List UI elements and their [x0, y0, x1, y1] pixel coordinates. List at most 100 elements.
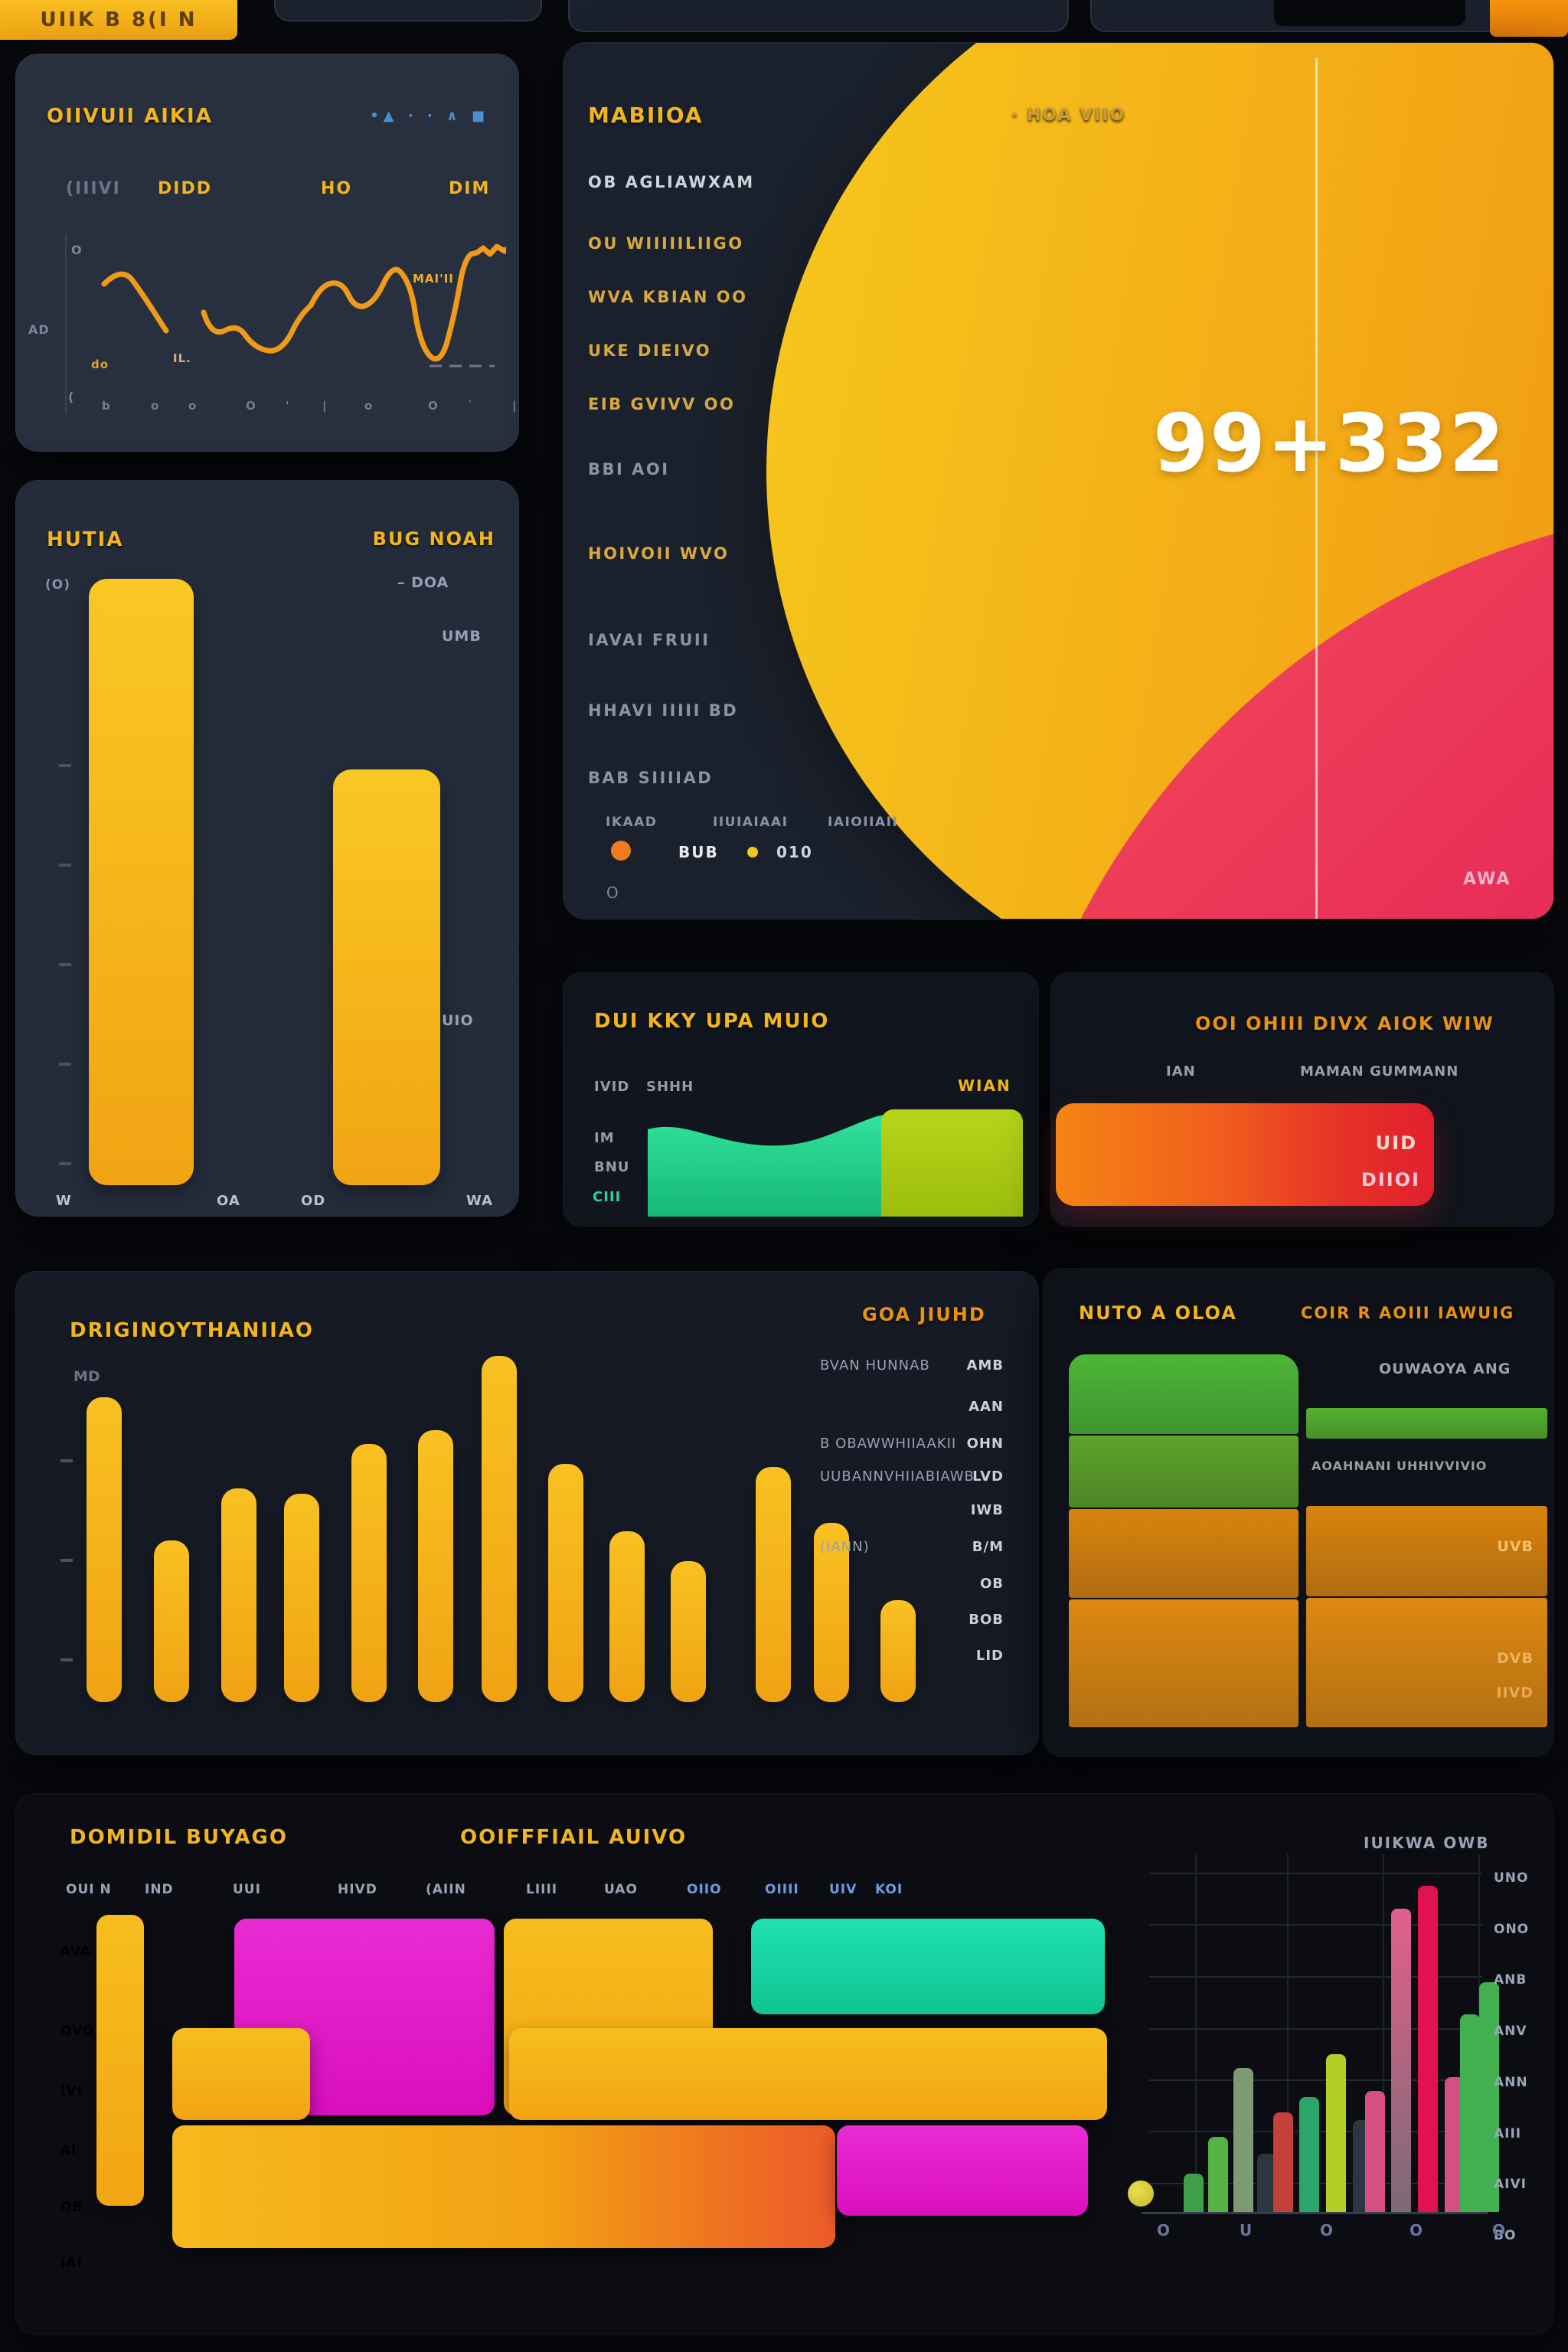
mini-bar[interactable] [1208, 2137, 1228, 2212]
x-axis-label: OA [217, 1193, 240, 1209]
legend-dot-primary[interactable] [611, 841, 631, 861]
pie-list-item[interactable]: HHAVI IIIII BD [588, 701, 739, 720]
filter-chip[interactable]: DIDD [158, 179, 212, 198]
gantt-bar[interactable] [172, 2125, 835, 2248]
bar[interactable] [154, 1540, 189, 1702]
notification-chip[interactable] [1490, 0, 1568, 37]
panel-title: OIIVUII AIKIA [47, 105, 213, 128]
panel-horizontal-bar: OOI OHIII DIVX AIOK WIW UID DIIOI IAN MAM… [1050, 972, 1554, 1227]
x-axis-label: IND [145, 1882, 174, 1897]
list-row-value: LVD [972, 1468, 1004, 1485]
mini-y-label: ONO [1494, 1922, 1530, 1937]
mini-x-mark: O [1320, 2221, 1334, 2239]
mini-grid-line [1287, 1854, 1289, 2212]
mini-bar[interactable] [1184, 2174, 1204, 2212]
mini-grid-line [1149, 2028, 1482, 2030]
mini-grid-line [1383, 1854, 1384, 2212]
mini-bar[interactable] [1460, 2014, 1480, 2212]
pie-list-item[interactable]: EIB GVIVV OO [588, 395, 736, 413]
x-tick-glyph: ' [286, 399, 289, 413]
gantt-bar[interactable] [96, 1915, 144, 2206]
pie-list-item[interactable]: OB AGLIAWXAM [588, 173, 755, 191]
bar[interactable] [284, 1494, 319, 1702]
bar[interactable] [89, 579, 194, 1185]
x-axis-label: KOI [875, 1882, 903, 1897]
y-axis-label: IAI [60, 2256, 83, 2271]
tab-ghost-1[interactable] [274, 0, 542, 21]
list-row-value: OHN [966, 1436, 1004, 1452]
mini-yellow-dot[interactable] [1128, 2180, 1154, 2207]
mini-bar[interactable] [1299, 2097, 1319, 2212]
panel-bar-chart-list: DRIGINOYTHANIIAO MD GOA JIUHD BVAN HUNNA… [15, 1271, 1039, 1755]
pie-list-item[interactable]: OU WIIIIILIIGO [588, 234, 744, 253]
stack-segment[interactable] [1306, 1598, 1547, 1727]
gantt-bar[interactable] [509, 2028, 1107, 2120]
x-axis-label: OD [301, 1193, 326, 1209]
mini-bar[interactable] [1273, 2112, 1293, 2212]
panel-subtitle[interactable]: BUG NOAH [372, 528, 495, 550]
sparkline-glyphs-icon[interactable]: •▲ ∙ ∙ ∧ ■ [370, 108, 489, 124]
filter-chip[interactable]: HO [321, 179, 353, 198]
tab-ghost-2[interactable] [568, 0, 1069, 32]
pie-list-item[interactable]: UKE DIEIVO [588, 341, 712, 360]
corner-mark: O [606, 884, 619, 902]
stack-segment[interactable] [1306, 1408, 1547, 1439]
gantt-bar[interactable] [837, 2125, 1088, 2216]
pie-watermark: AWA [1463, 870, 1511, 889]
bar[interactable] [756, 1467, 791, 1702]
mini-grid-line [1149, 1873, 1482, 1874]
list-row-label: UUBANNVHIIABIAWB [820, 1468, 975, 1485]
legend-label-primary[interactable]: BUB [678, 843, 719, 861]
mini-bar[interactable] [1418, 1886, 1438, 2212]
legend-dot-secondary[interactable] [747, 847, 758, 858]
gantt-bar[interactable] [751, 1919, 1105, 2014]
mini-grid-line [1149, 1976, 1482, 1978]
pie-list-item[interactable]: BAB SIIIIAD [588, 769, 714, 787]
chart-annotation: IL. [173, 351, 191, 365]
bar[interactable] [880, 1600, 916, 1702]
mini-bar[interactable] [1365, 2091, 1385, 2212]
bar[interactable] [609, 1531, 645, 1702]
hbar[interactable]: UID DIIOI [1056, 1103, 1434, 1206]
bar[interactable] [548, 1464, 583, 1702]
bar[interactable] [482, 1356, 517, 1702]
legend-label-secondary[interactable]: 010 [776, 843, 813, 861]
filter-chip[interactable]: DIM [449, 179, 491, 198]
pie-list-item[interactable]: IAVAI FRUII [588, 631, 710, 649]
bar[interactable] [671, 1561, 706, 1702]
gantt-bar[interactable] [172, 2028, 310, 2120]
stack-segment-label: IIVD [1496, 1684, 1534, 1701]
bar[interactable] [87, 1397, 122, 1702]
x-tick-glyph: o [151, 399, 159, 413]
panel-title-right: COIR R AOIII IAWUIG [1301, 1304, 1515, 1322]
mini-bar[interactable] [1326, 2054, 1346, 2212]
mini-bar[interactable] [1233, 2068, 1253, 2212]
panel-right-title[interactable]: · HOA VIIO [1011, 106, 1126, 125]
pie-list-item[interactable]: HOIVOII WVO [588, 544, 730, 563]
mini-bar[interactable] [1391, 1909, 1411, 2212]
mini-bar[interactable] [1479, 1982, 1499, 2212]
bar[interactable] [351, 1444, 387, 1702]
x-tick-glyph: o [364, 399, 373, 413]
pie-list-item[interactable]: WVA KBIAN OO [588, 288, 748, 306]
stack-segment[interactable] [1069, 1436, 1298, 1508]
stack-segment[interactable] [1306, 1506, 1547, 1596]
area-highlight-block[interactable] [881, 1109, 1023, 1217]
bar[interactable] [418, 1430, 453, 1702]
stack-segment[interactable] [1069, 1509, 1298, 1598]
y-axis-label: OVO [60, 2024, 95, 2039]
primary-action-button[interactable]: UIIK B 8(I N [0, 0, 237, 40]
stack-segment[interactable] [1069, 1354, 1298, 1434]
stack-segment[interactable] [1069, 1599, 1298, 1727]
filter-chip[interactable]: (IIIVI [66, 179, 121, 198]
bar[interactable] [814, 1523, 849, 1702]
y-axis-label: IVI [60, 2083, 83, 2099]
y-axis-label: OB [60, 2200, 83, 2215]
y-tick-label: AD [28, 322, 50, 337]
mini-chart-title: IUIKWA OWB [1364, 1834, 1490, 1852]
bar[interactable] [333, 769, 440, 1185]
y-axis-tick [59, 864, 71, 867]
pie-list-item[interactable]: BBI AOI [588, 460, 670, 479]
hbar-value-1: UID [1375, 1132, 1417, 1154]
bar[interactable] [221, 1488, 256, 1702]
